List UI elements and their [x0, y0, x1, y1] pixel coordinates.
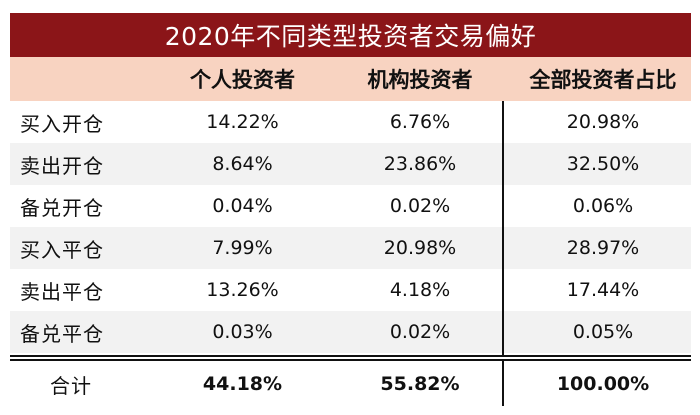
table-row: 卖出平仓 13.26% 4.18% 17.44%	[10, 269, 691, 311]
header-cell-individual: 个人投资者	[190, 68, 295, 92]
row-label: 备兑平仓	[20, 321, 104, 346]
cell-total-share: 17.44%	[566, 279, 640, 301]
total-divider-top	[10, 355, 691, 357]
total-row: 合计 44.18% 55.82% 100.00%	[10, 362, 691, 406]
row-label: 卖出开仓	[20, 153, 104, 178]
cell-institutional: 23.86%	[383, 153, 457, 175]
cell-individual: 13.26%	[206, 279, 279, 301]
total-divider-bottom	[10, 359, 691, 361]
row-label: 卖出平仓	[20, 279, 104, 304]
cell-individual: 0.04%	[212, 195, 273, 217]
cell-total-share: 28.97%	[566, 237, 640, 259]
header-cell-total-share: 全部投资者占比	[529, 68, 677, 92]
cell-institutional: 20.98%	[383, 237, 457, 259]
cell-individual: 0.03%	[212, 321, 273, 343]
total-label: 合计	[50, 373, 92, 398]
cell-individual: 8.64%	[212, 153, 273, 175]
total-institutional: 55.82%	[380, 373, 460, 395]
cell-total-share: 20.98%	[566, 111, 640, 133]
row-label: 备兑开仓	[20, 195, 104, 220]
total-individual: 44.18%	[202, 373, 283, 395]
column-divider-total	[502, 361, 504, 406]
header-cell-institutional: 机构投资者	[367, 68, 473, 92]
cell-total-share: 0.05%	[572, 321, 634, 343]
header-row: 个人投资者 机构投资者 全部投资者占比	[10, 57, 691, 101]
cell-institutional: 0.02%	[389, 195, 451, 217]
table-row: 备兑开仓 0.04% 0.02% 0.06%	[10, 185, 691, 227]
table-row: 买入平仓 7.99% 20.98% 28.97%	[10, 227, 691, 269]
cell-individual: 7.99%	[212, 237, 273, 259]
cell-total-share: 0.06%	[572, 195, 634, 217]
cell-institutional: 4.18%	[389, 279, 451, 301]
cell-total-share: 32.50%	[566, 153, 640, 175]
cell-institutional: 0.02%	[389, 321, 451, 343]
table-row: 买入开仓 14.22% 6.76% 20.98%	[10, 101, 691, 143]
row-label: 买入平仓	[20, 237, 104, 262]
table-row: 卖出开仓 8.64% 23.86% 32.50%	[10, 143, 691, 185]
table-row: 备兑平仓 0.03% 0.02% 0.05%	[10, 311, 691, 353]
row-label: 买入开仓	[20, 111, 104, 136]
table-title: 2020年不同类型投资者交易偏好	[10, 13, 691, 57]
total-share: 100.00%	[556, 373, 650, 395]
cell-individual: 14.22%	[206, 111, 279, 133]
cell-institutional: 6.76%	[389, 111, 451, 133]
column-divider	[502, 101, 504, 355]
